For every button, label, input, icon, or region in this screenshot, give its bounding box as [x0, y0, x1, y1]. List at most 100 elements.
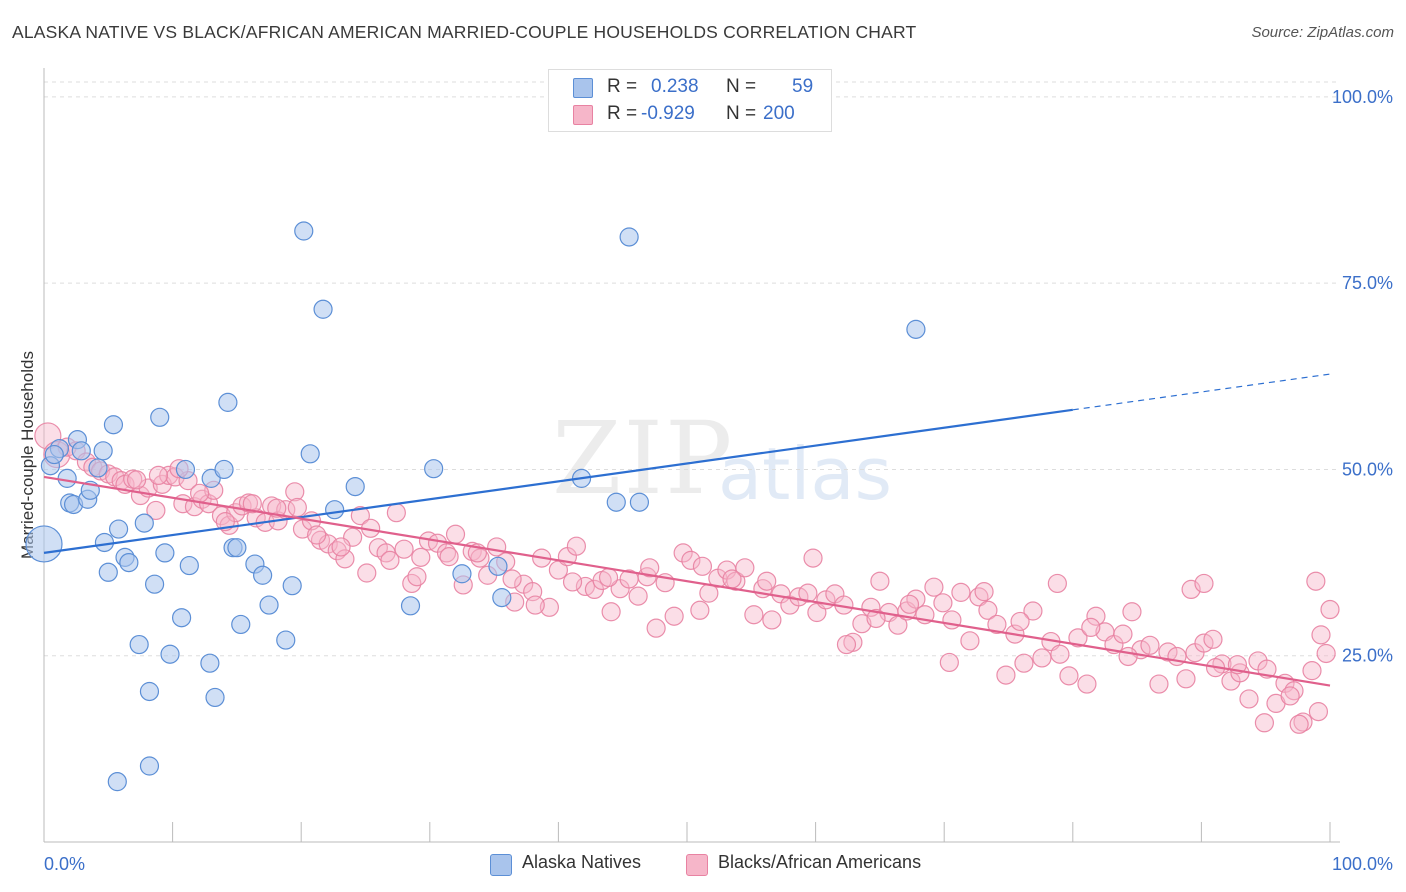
point-black-african-american: [562, 572, 583, 592]
point-alaska-native: [282, 576, 302, 596]
point-black-african-american: [350, 506, 370, 526]
stat-n-label: N =: [726, 76, 757, 97]
point-black-african-american: [357, 563, 377, 583]
point-alaska-native: [259, 595, 279, 615]
point-alaska-native: [150, 407, 170, 427]
point-black-african-american: [744, 605, 764, 625]
point-black-african-american: [1176, 669, 1196, 689]
point-black-african-american: [1081, 617, 1101, 638]
point-black-african-american: [1311, 625, 1331, 645]
point-black-african-american: [407, 567, 427, 587]
stats-box: R = 0.238 N = 59 R = -0.929 N = 200: [548, 69, 832, 132]
point-black-african-american: [906, 589, 926, 609]
point-black-african-american: [664, 606, 684, 626]
point-alaska-native: [155, 543, 175, 563]
point-black-african-american: [673, 543, 693, 563]
stat-r-label: R =: [607, 76, 638, 97]
point-alaska-native: [44, 444, 64, 465]
point-alaska-native: [139, 681, 160, 702]
point-black-african-american: [439, 547, 459, 567]
point-alaska-native: [218, 392, 238, 412]
point-black-african-american: [148, 465, 169, 486]
point-black-african-american: [924, 577, 944, 597]
point-black-african-american: [190, 483, 210, 503]
point-alaska-native: [345, 476, 365, 497]
trend-line-black-african-americans: [43, 475, 1331, 687]
point-alaska-native: [129, 634, 149, 655]
point-black-african-american: [899, 594, 920, 614]
point-black-african-american: [598, 567, 619, 588]
point-alaska-native: [629, 492, 650, 512]
point-black-african-american: [681, 550, 701, 570]
point-black-african-american: [126, 470, 147, 490]
point-alaska-native: [108, 519, 129, 539]
point-black-african-american: [969, 587, 989, 607]
point-black-african-american: [502, 569, 522, 589]
point-black-african-american: [287, 497, 307, 518]
point-black-african-american: [411, 547, 431, 567]
point-alaska-native: [400, 596, 421, 616]
stat-r-value: 0.238: [651, 76, 699, 97]
point-alaska-native: [134, 513, 154, 533]
point-alaska-native: [606, 492, 626, 512]
point-black-african-american: [640, 558, 660, 578]
point-black-african-american: [646, 618, 666, 638]
point-black-african-american: [539, 597, 559, 617]
point-alaska-native: [253, 565, 273, 585]
stat-n-value: 59: [792, 76, 814, 97]
point-black-african-american: [735, 558, 755, 578]
point-black-african-american: [1140, 635, 1160, 655]
stat-n-value: 200: [763, 103, 795, 124]
point-alaska-native: [139, 756, 160, 776]
point-alaska-native: [313, 299, 333, 319]
point-alaska-native: [906, 319, 926, 339]
point-alaska-native: [200, 653, 220, 673]
point-black-african-american: [852, 614, 872, 634]
legend-black-swatch: [686, 854, 708, 876]
point-black-african-american: [987, 614, 1007, 635]
point-black-african-american: [1086, 606, 1106, 626]
point-black-african-american: [1032, 648, 1052, 668]
alaska-swatch: [573, 78, 593, 98]
point-black-african-american: [445, 524, 466, 544]
point-black-african-american: [335, 549, 355, 569]
point-alaska-native: [325, 500, 345, 520]
point-black-african-american: [1158, 642, 1178, 662]
y-tick-label: 50.0%: [1342, 459, 1393, 479]
legend-alaska-label: Alaska Natives: [522, 852, 642, 872]
point-alaska-native: [103, 415, 124, 435]
point-black-african-american: [690, 600, 710, 620]
point-black-african-american: [960, 631, 980, 651]
point-black-african-american: [470, 548, 490, 568]
point-black-african-american: [1118, 646, 1138, 667]
point-black-african-american: [525, 595, 545, 615]
y-tick-label: 100.0%: [1332, 87, 1393, 107]
point-black-african-american: [1254, 713, 1275, 733]
point-black-african-american: [1059, 666, 1079, 686]
point-alaska-native: [88, 458, 108, 478]
point-black-african-american: [1077, 674, 1097, 694]
point-black-african-american: [159, 465, 179, 486]
point-black-african-american: [1203, 629, 1223, 649]
point-black-african-american: [327, 541, 347, 561]
point-black-african-american: [951, 582, 971, 602]
point-alaska-native: [175, 459, 196, 480]
point-alaska-native: [619, 227, 639, 247]
point-alaska-native: [93, 441, 113, 461]
point-black-african-american: [1280, 686, 1300, 706]
point-black-african-american: [1320, 599, 1340, 620]
point-black-african-american: [267, 498, 287, 518]
point-black-african-american: [242, 494, 262, 514]
black-swatch: [573, 105, 593, 125]
point-alaska-native: [227, 538, 247, 558]
point-alaska-native: [144, 574, 165, 594]
point-black-african-american: [146, 500, 166, 521]
point-black-african-american: [762, 610, 782, 630]
point-alaska-native: [107, 772, 127, 792]
point-black-african-american: [1010, 611, 1030, 632]
point-alaska-native: [492, 588, 512, 608]
point-black-african-american: [722, 569, 742, 589]
point-black-african-american: [974, 582, 994, 602]
chart-title: ALASKA NATIVE VS BLACK/AFRICAN AMERICAN …: [12, 22, 917, 42]
point-alaska-native: [488, 556, 508, 576]
